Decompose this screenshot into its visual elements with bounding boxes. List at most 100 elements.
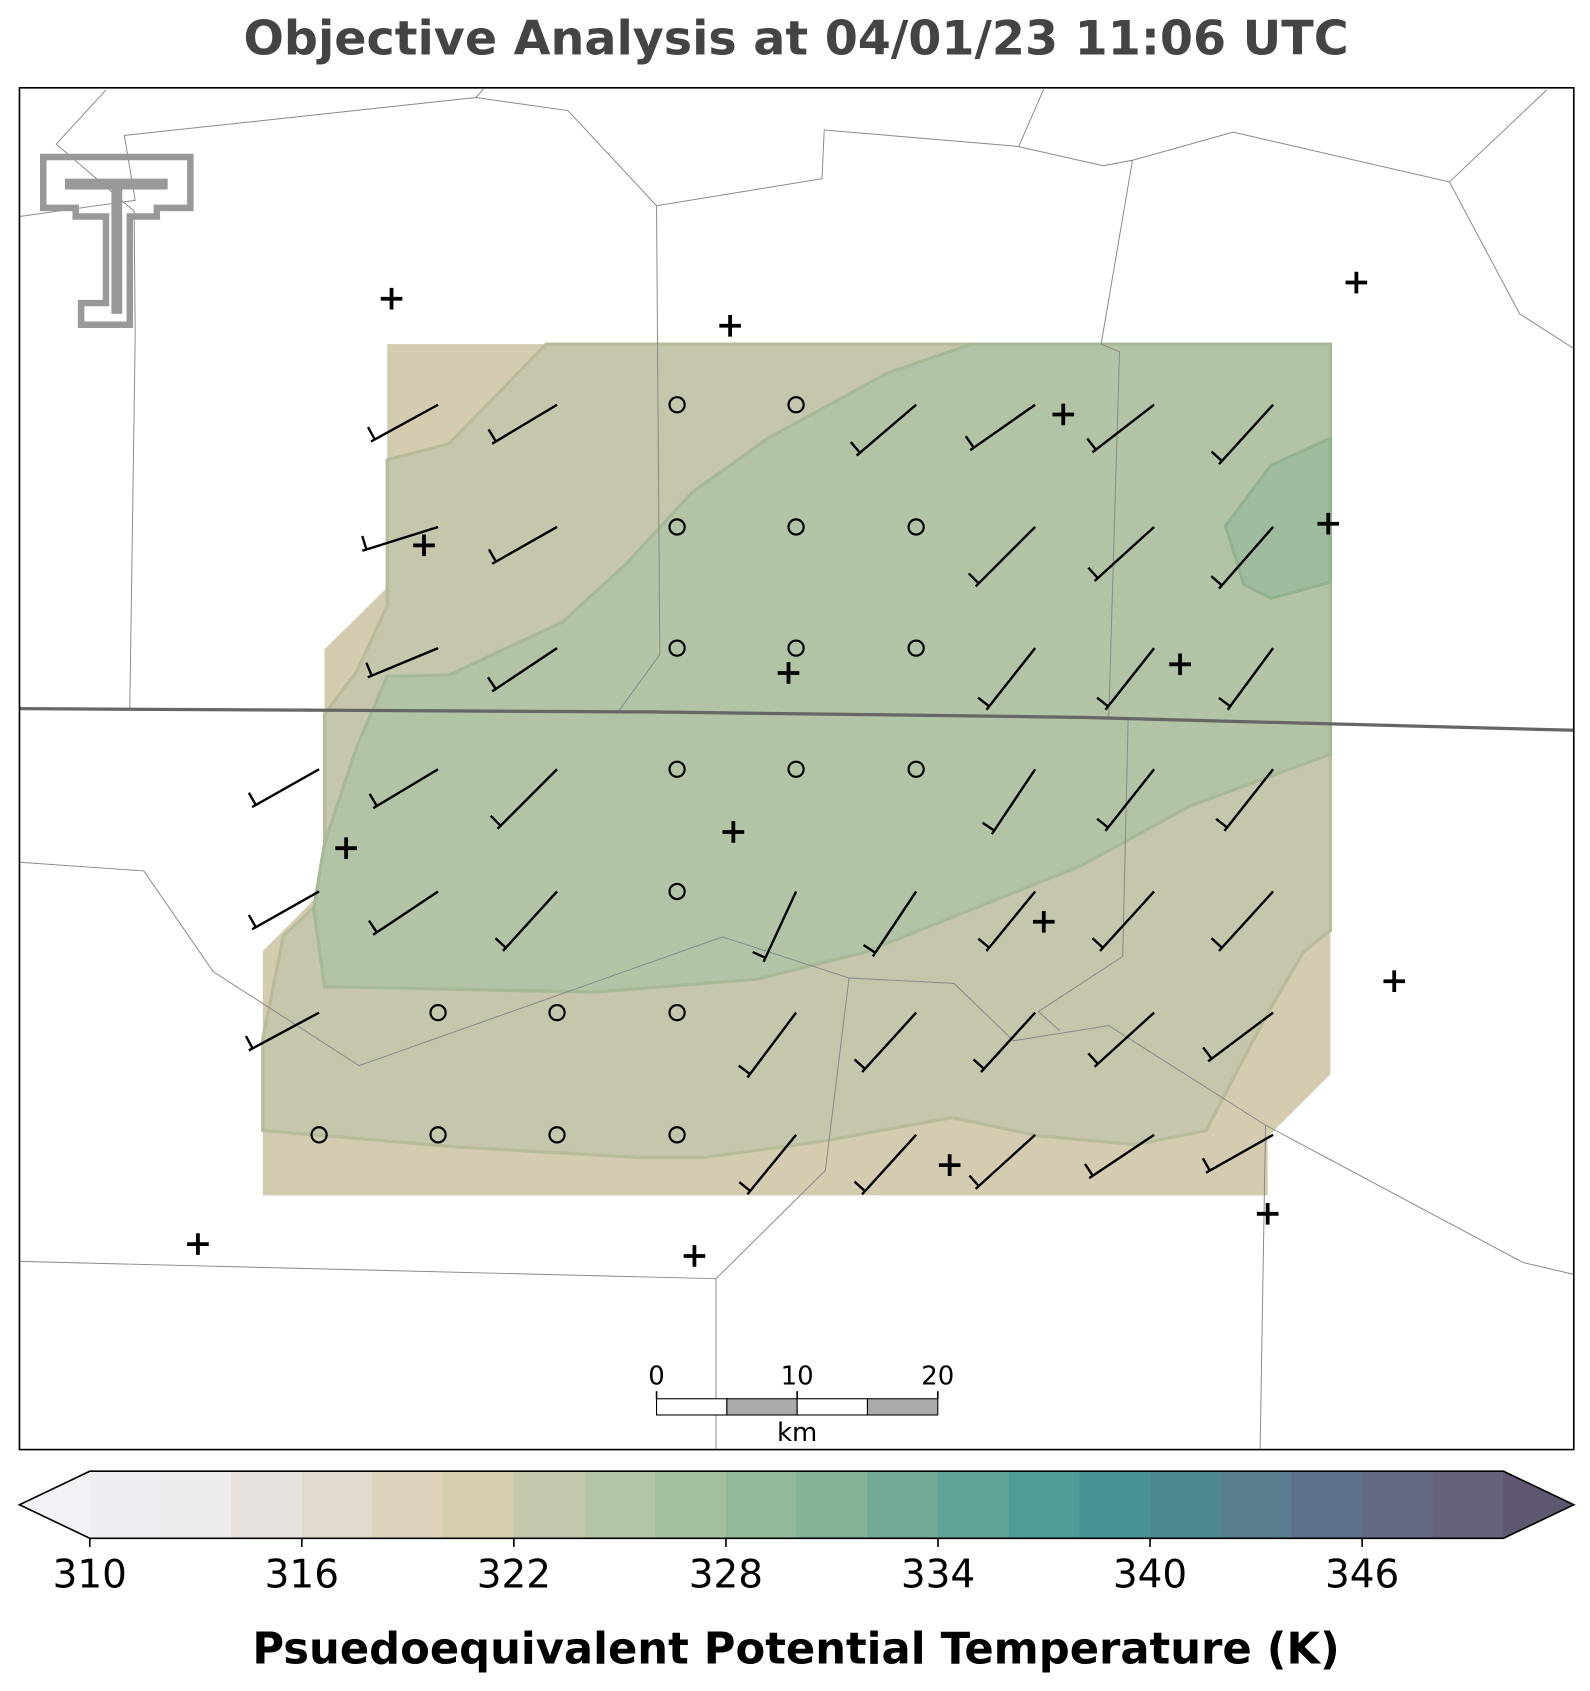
wind-barb-flag [1218,696,1231,708]
wind-barb-flag [244,1035,254,1049]
calm-wind [787,760,805,778]
wind-barb-flag [494,937,507,949]
wind-barb [1088,1133,1155,1180]
colorbar-tick-label: 328 [689,1553,763,1598]
wind-barb [980,1011,1037,1073]
county-line [1037,719,1129,1032]
boundaries [19,88,1575,1450]
analysis-fill [261,342,1333,1196]
wind-barb-flag [1210,450,1223,462]
wind-barb [491,647,558,693]
calm-wind [429,1126,447,1144]
calm-wind [668,1003,686,1022]
wind-barb-flag [738,1064,751,1076]
county-line [19,97,1575,349]
colorbar-over [1503,1471,1574,1539]
calm-wind [907,639,925,657]
colorbar-tick-label: 346 [1325,1553,1399,1598]
station-marker [683,1245,706,1267]
wind-barb [491,525,558,565]
station-marker [719,314,741,337]
wind-barb [370,403,439,443]
colorbar-under [19,1471,90,1539]
wind-barb [361,525,439,552]
calm-wind [668,396,686,414]
colorbar-segment [1362,1471,1434,1539]
wind-barb-flag [1087,1052,1099,1065]
colorbar-segment [867,1471,939,1539]
wind-barb [990,768,1037,835]
county-line [616,205,661,715]
wind-barb [985,890,1037,952]
station-marker [1345,271,1368,294]
wind-barb-flag [972,1058,985,1070]
contour-fill [1223,435,1333,601]
calm-wind [548,1003,566,1022]
wind-barb-flag [247,792,257,806]
wind-barb [1205,1133,1274,1174]
wind-barb [1223,768,1275,832]
colorbar-tick-label: 334 [901,1553,975,1598]
wind-barb [372,890,439,936]
calm-wind [668,639,686,657]
colorbar-segment [1150,1471,1222,1539]
wind-barb-flag [1084,1163,1094,1177]
station-marker [1256,1202,1279,1225]
colorbar-tick-label: 340 [1113,1553,1187,1598]
wind-barb-flag [1210,937,1223,949]
wind-barb-flag [361,535,368,550]
wind-barb-flag [487,428,497,443]
scale-segment [726,1398,798,1416]
observations [187,271,1406,1267]
wind-barb [871,890,918,958]
calm-wind [668,518,686,536]
calm-wind [668,760,686,778]
calm-wind [787,396,805,414]
colorbar-segment [443,1471,515,1539]
colorbar-segment [231,1471,303,1539]
wind-barb-flag [366,426,376,441]
wind-barb [496,768,558,830]
wind-barb-flag [853,1058,866,1070]
contour-fill [312,342,1333,994]
wind-barb [248,1011,320,1052]
wind-barb-flag [247,914,257,928]
wind-barb-flag [967,572,980,585]
wind-barb [974,1133,1036,1190]
county-line [55,89,136,709]
scale-segment [796,1398,869,1416]
wind-barb-flag [486,676,497,690]
wind-barb [746,1011,798,1079]
wind-barb-flag [968,1174,980,1187]
wind-barb-flag [367,919,378,933]
colorbar-segment [655,1471,727,1539]
wind-barb [1218,526,1274,590]
wind-barb [1091,403,1155,454]
station-marker [187,1233,209,1255]
colorbar-segment [160,1471,232,1539]
wind-barb-flag [1091,937,1104,949]
county-line [1018,88,1045,147]
wind-barb-flag [981,821,995,832]
scale-unit: km [777,1418,817,1448]
calm-wind [310,1126,328,1144]
station-marker [1052,403,1075,426]
map-frame [18,87,1575,1451]
wind-barb-flag [368,793,378,807]
calm-wind [668,1126,686,1144]
colorbar-tick-label: 316 [265,1553,339,1598]
wind-barb-flag [487,548,497,563]
county-line [19,861,1574,1275]
calm-wind [429,1003,447,1022]
wind-barb [762,890,798,963]
calm-wind [548,1126,566,1144]
wind-barb-flag [365,662,373,677]
colorbar-segment [89,1471,162,1539]
wind-barb-flag [1087,566,1099,579]
wind-barb-flag [977,696,990,708]
colorbar-tick-label: 310 [53,1553,127,1598]
wind-barb [1099,890,1155,952]
station-marker [1383,970,1406,993]
scale-tick-label: 10 [781,1362,814,1392]
